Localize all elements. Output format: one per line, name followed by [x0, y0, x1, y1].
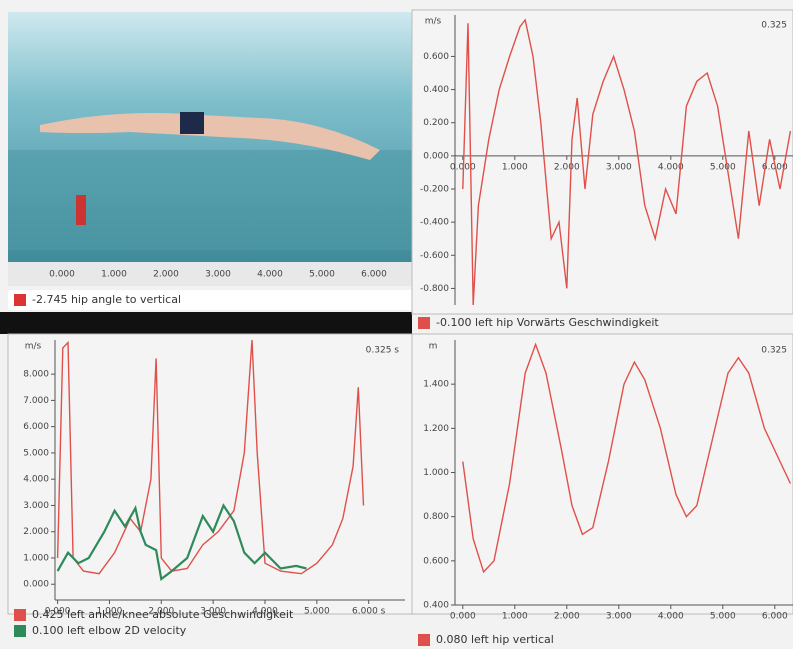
- y-tick-label: 8.000: [23, 370, 49, 380]
- chart-panel: 8.000 7.000 6.000 5.000 4.000 3.000 2.000 1.000…: [7, 333, 413, 637]
- y-tick-label: 5.000: [23, 448, 49, 458]
- x-tick-label: 3.000: [606, 162, 632, 172]
- y-tick-label: -0.200: [420, 185, 449, 195]
- y-tick-label: 0.600: [423, 52, 449, 62]
- y-tick-label: 2.000: [23, 527, 49, 537]
- data-line: [56, 340, 365, 575]
- y-tick-label: 0.200: [423, 118, 449, 128]
- video-time-axis: [8, 262, 412, 286]
- video-time-label: 3.000: [205, 270, 231, 280]
- legend-label: 0.100 left elbow 2D velocity: [32, 624, 187, 637]
- y-tick-label: 0.400: [423, 601, 449, 611]
- y-tick-label: 4.000: [23, 475, 49, 485]
- video-time-label: 5.000: [309, 270, 335, 280]
- x-tick-label: 1.000: [502, 162, 528, 172]
- x-tick-label: 2.000: [554, 612, 580, 622]
- x-tick-label: 1.000: [97, 607, 123, 617]
- x-tick-label: 1.000: [502, 612, 528, 622]
- legend-label: 0.080 left hip vertical: [436, 633, 554, 646]
- y-tick-label: 0.000: [423, 151, 449, 161]
- x-tick-label: 4.000: [658, 162, 684, 172]
- x-tick-label: 4.000: [658, 612, 684, 622]
- chart-panel: 0.600 0.400 0.200 0.000 -0.200 -0.400 -0.600 -0…: [411, 9, 793, 329]
- y-tick-label: 0.800: [423, 512, 449, 522]
- swimmer: [40, 112, 380, 160]
- x-tick-label: 3.000: [200, 607, 226, 617]
- video-frame: -2.745 hip angle to vertical: [8, 12, 412, 310]
- x-tick-label: 3.000: [606, 612, 632, 622]
- video-caption: -2.745 hip angle to vertical: [32, 293, 181, 306]
- y-tick-label: 1.000: [23, 553, 49, 563]
- x-tick-label: 2.000: [148, 607, 174, 617]
- plot-background: [411, 333, 793, 615]
- x-tick-label: 6.000 s: [352, 607, 386, 617]
- y-tick-label: 6.000: [23, 422, 49, 432]
- corner-label: 0.325: [761, 21, 787, 31]
- data-line: [56, 503, 307, 581]
- data-line: [462, 342, 792, 574]
- y-unit-label: m/s: [25, 342, 42, 352]
- y-tick-label: -0.400: [420, 218, 449, 228]
- pool-wall: [8, 150, 412, 250]
- x-tick-label: 0.000: [450, 612, 476, 622]
- marker: [76, 195, 86, 225]
- video-time-label: 0.000: [49, 270, 75, 280]
- x-tick-label: 4.000: [252, 607, 278, 617]
- separator: [0, 312, 412, 334]
- x-tick-label: 2.000: [554, 162, 580, 172]
- x-tick-label: 5.000: [304, 607, 330, 617]
- video-time-label: 4.000: [257, 270, 283, 280]
- legend-label: -0.100 left hip Vorwärts Geschwindigkeit: [436, 316, 659, 329]
- legend-swatch: [14, 294, 26, 306]
- y-tick-label: 1.200: [423, 424, 449, 434]
- y-tick-label: -0.600: [420, 251, 449, 261]
- x-tick-label: 0.000: [45, 607, 71, 617]
- data-line: [462, 18, 792, 305]
- y-unit-label: m: [429, 342, 438, 352]
- y-tick-label: 1.000: [423, 468, 449, 478]
- corner-label: 0.325 s: [366, 346, 400, 356]
- x-tick-label: 5.000: [710, 162, 736, 172]
- legend-swatch: [418, 317, 430, 329]
- y-tick-label: 0.600: [423, 556, 449, 566]
- y-tick-label: 0.000: [23, 580, 49, 590]
- y-tick-label: 0.400: [423, 85, 449, 95]
- legend-swatch: [418, 634, 430, 646]
- video-time-label: 6.000: [361, 270, 387, 280]
- legend-label: 0.425 left ankle/knee absolute Geschwind…: [32, 608, 294, 621]
- y-tick-label: 3.000: [23, 501, 49, 511]
- corner-label: 0.325: [761, 346, 787, 356]
- y-unit-label: m/s: [425, 17, 442, 27]
- y-tick-label: 7.000: [23, 396, 49, 406]
- caption-bar: [8, 290, 412, 310]
- x-tick-label: 5.000: [710, 612, 736, 622]
- legend-swatch: [14, 609, 26, 621]
- video-time-label: 1.000: [101, 270, 127, 280]
- y-tick-label: -0.800: [420, 284, 449, 294]
- y-tick-label: 1.400: [423, 380, 449, 390]
- swimsuit: [180, 112, 204, 134]
- video-time-label: 2.000: [153, 270, 179, 280]
- x-tick-label: 6.000: [762, 612, 788, 622]
- legend-swatch: [14, 625, 26, 637]
